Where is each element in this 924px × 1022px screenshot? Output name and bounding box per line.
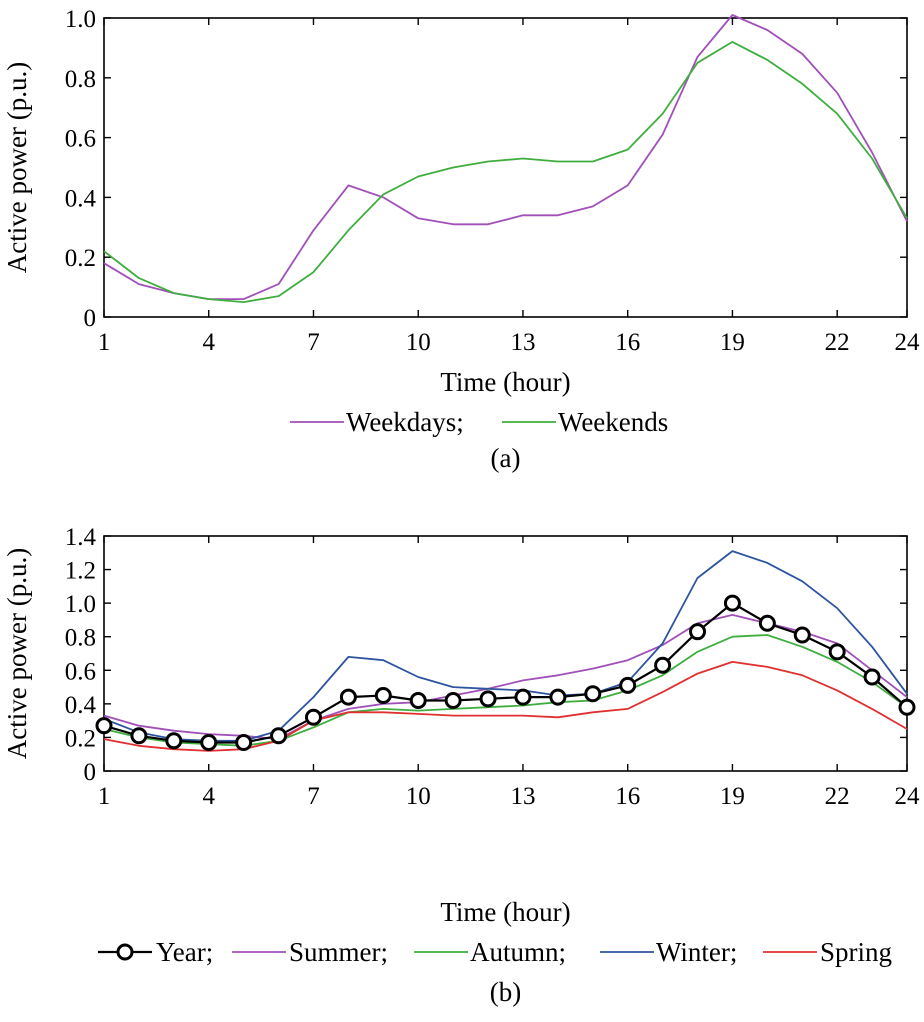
data-point-year [165,732,183,750]
data-point-year [689,623,707,641]
y-tick-label: 1.0 [65,6,96,33]
x-axis-label: Time (hour) [440,367,570,397]
data-point-year [200,733,218,751]
series-line-year [103,601,908,744]
data-point-year [479,690,497,708]
y-tick-label: 0.2 [65,725,96,752]
x-tick-label: 7 [307,329,320,356]
y-tick-label: 0.4 [65,185,97,212]
data-point-year [235,733,253,751]
x-tick-label: 4 [202,783,215,810]
legend: Year; Summer; Autumn; Winter; Spring [98,937,892,967]
data-point-year [584,685,602,703]
data-point-year [758,614,776,632]
series-line-weekdays [103,14,908,301]
y-tick-label: 0 [84,759,97,786]
x-tick-label: 7 [307,783,320,810]
legend-label-spring: Spring [820,937,892,967]
legend-label-winter: Winter; [656,937,737,967]
data-point-year [409,692,427,709]
data-point-year [95,717,113,735]
data-point-year [723,594,741,612]
data-point-year [619,676,637,694]
data-point-year [793,626,811,644]
chart-panel-a: 1 4 7 10 13 16 19 22 24 0 0.2 0.4 0.6 0.8 1.0 Time (hou… [2,6,920,473]
series-line-weekends [103,41,908,304]
chart-panel-b: 1 4 7 10 13 16 19 22 24 0 0.2 0.4 0.6 0.8 1.0 1.2 1.4 Tim… [2,524,920,1007]
x-tick-label: 1 [98,329,111,356]
y-tick-label: 0.4 [65,692,97,719]
panel-caption: (a) [491,443,521,473]
y-tick-label: 0.8 [65,625,96,652]
data-point-year [514,688,532,706]
plot-frame [103,535,908,772]
panel-caption: (b) [490,977,521,1007]
x-tick-label: 10 [406,783,431,810]
legend-label-weekdays: Weekdays; [346,407,464,437]
x-tick-label: 16 [615,329,640,356]
legend-label-weekends: Weekends [558,407,668,437]
y-tick-label: 0.6 [65,658,96,685]
legend-label-summer: Summer; [289,937,388,967]
x-tick-label: 24 [895,783,921,810]
y-tick-label: 0.2 [65,245,96,272]
legend: Weekdays; Weekends [290,407,668,437]
x-tick-label: 13 [510,783,535,810]
data-point-year [863,668,881,686]
x-tick-label: 19 [720,783,745,810]
data-point-year [270,727,288,745]
y-tick-label: 0.8 [65,66,96,93]
data-point-year [130,727,148,745]
data-point-year [339,688,357,706]
data-point-year [444,692,462,709]
x-tick-label: 13 [510,329,535,356]
data-point-year [304,708,322,726]
plot-frame [103,17,908,318]
x-tick-label: 24 [895,329,921,356]
data-point-year [549,688,567,706]
x-tick-label: 22 [825,329,850,356]
legend-label-autumn: Autumn; [470,937,566,967]
y-tick-label: 1.0 [65,591,96,618]
x-tick-label: 16 [615,783,640,810]
data-point-year [898,698,916,716]
x-tick-label: 19 [720,329,745,356]
x-tick-label: 4 [202,329,215,356]
data-point-year [828,643,846,661]
y-tick-label: 1.2 [65,558,96,585]
y-tick-label: 0.6 [65,126,96,153]
x-tick-label: 22 [825,783,850,810]
y-axis-label: Active power (p.u.) [2,548,32,759]
legend-label-year: Year; [156,937,213,967]
series-line-summer [103,614,908,740]
y-tick-label: 1.4 [65,524,97,551]
series-line-winter [103,550,908,742]
series-line-spring [103,661,908,752]
data-point-year [374,686,392,704]
legend-marker-year [116,943,134,961]
y-axis-label: Active power (p.u.) [2,62,32,273]
data-point-year [654,656,672,674]
y-tick-label: 0 [84,305,97,332]
x-axis-label: Time (hour) [440,897,570,927]
x-tick-label: 10 [406,329,431,356]
x-tick-label: 1 [98,783,111,810]
